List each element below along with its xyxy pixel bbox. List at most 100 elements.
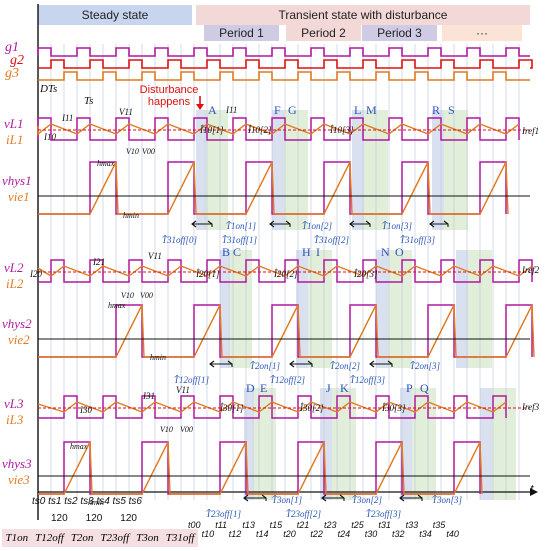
t31off-0: T̂31off[0] xyxy=(162,235,198,245)
I20-label: I20 xyxy=(30,269,42,279)
tick-t10: t10 xyxy=(201,529,215,539)
arrow-p3-3-head-left xyxy=(399,494,405,502)
phase1-iL-trace xyxy=(37,123,520,136)
t3on-2: T̂3on[2] xyxy=(352,495,383,505)
tick-ts4: ts4 xyxy=(96,496,110,507)
V11-label-3: V11 xyxy=(176,385,190,395)
hmax-label-2: hmax xyxy=(108,301,126,310)
i30-est-1: Î30[1] xyxy=(220,403,244,413)
V10-label: V10 xyxy=(126,147,139,156)
phase2-vhys-trace xyxy=(38,304,533,358)
iL1-label: iL1 xyxy=(6,132,24,147)
arrow-p2-2-head-left xyxy=(289,360,295,368)
arrow-p1-1-head-left xyxy=(269,220,275,228)
tick-ts3: ts3 xyxy=(80,496,94,507)
duration-legend: T1on T12off T2on T23off T3on T31off xyxy=(2,529,198,547)
shade-green-p2-2 xyxy=(388,250,412,368)
gate-g2-label: g2 xyxy=(10,53,24,68)
i10-est-3: Î10[3] xyxy=(330,125,354,135)
V11-label-2: V11 xyxy=(148,251,162,261)
hmin-label-1: hmin xyxy=(123,211,139,220)
period-more-label: ··· xyxy=(476,26,488,40)
t3on-1: T̂3on[1] xyxy=(272,495,303,505)
arrow-p3-1-head-right xyxy=(261,494,267,501)
tick-t14: t14 xyxy=(256,529,269,539)
shade-blue-p3-0 xyxy=(244,388,254,500)
tick-t35: t35 xyxy=(432,520,446,530)
point-L: L xyxy=(354,103,362,117)
t1on-3: T̂1on[3] xyxy=(382,221,413,231)
t3on-3: T̂3on[3] xyxy=(432,495,463,505)
phase2-vie-trace xyxy=(38,304,535,358)
t23off-1: T̂23off[1] xyxy=(206,509,242,519)
point-E: E xyxy=(260,381,268,395)
t2on-1: T̂2on[1] xyxy=(250,361,281,371)
shade-blue-p1-2 xyxy=(352,110,364,230)
shade-blue-p1-1 xyxy=(272,110,284,230)
vhys1-label: vhys1 xyxy=(2,173,32,188)
point-O: O xyxy=(395,245,404,259)
vL2-label: vL2 xyxy=(4,260,24,275)
legend-t2on: T2on xyxy=(70,532,94,544)
hmax-label-3: hmax xyxy=(70,442,88,451)
vhys3-label: vhys3 xyxy=(2,456,32,471)
arrow-p1-1-head-right xyxy=(285,220,291,227)
period-2-band xyxy=(286,25,361,41)
V00-label-3: V00 xyxy=(180,425,193,434)
legend-t31off: T31off xyxy=(165,532,195,544)
point-S: S xyxy=(448,103,455,117)
I21-label: I21 xyxy=(93,257,105,267)
steady-state-band xyxy=(38,5,192,25)
arrow-p2-3-head-right xyxy=(387,360,393,367)
transient-state-title: Transient state with disturbance xyxy=(278,8,448,22)
i30-est-2: Î30[2] xyxy=(300,403,324,413)
gate-g1-trace xyxy=(37,47,530,57)
point-F: F xyxy=(274,103,281,117)
shade-blue-p3-1 xyxy=(320,388,332,500)
period-more-band xyxy=(442,25,522,41)
period-1-label: Period 1 xyxy=(219,26,264,40)
tick-t32: t32 xyxy=(392,529,405,539)
V10-label-3: V10 xyxy=(160,425,173,434)
t31off-3: T̂31off[3] xyxy=(400,235,436,245)
hmin-label-3: hmin xyxy=(88,498,104,507)
iL2-label: iL2 xyxy=(6,276,24,291)
gate-g2-trace xyxy=(38,59,533,69)
tick-ts6: ts6 xyxy=(128,496,142,507)
gate-g3-label: g3 xyxy=(5,66,19,81)
I31-label: I31 xyxy=(143,391,155,401)
time-axis-arrowhead xyxy=(530,488,538,496)
arrow-p2-2-head-right xyxy=(307,360,313,367)
point-N: N xyxy=(381,245,390,259)
dts-mark: DTs xyxy=(40,83,58,95)
legend-t23off: T23off xyxy=(100,532,130,544)
vL1-label: vL1 xyxy=(4,116,24,131)
period-1-band xyxy=(204,25,279,41)
arrow-p1-3-head-left xyxy=(429,220,435,228)
I10-label: I10 xyxy=(44,132,56,142)
period-3-band xyxy=(362,25,437,41)
point-P: P xyxy=(406,381,413,395)
tick-t11: t11 xyxy=(215,520,228,530)
tick-t21: t21 xyxy=(296,520,310,530)
t23off-2: T̂23off[2] xyxy=(286,509,322,519)
arrow-p3-2-head-left xyxy=(321,494,327,502)
phase3-iL-trace xyxy=(37,401,507,413)
tick-t34: t34 xyxy=(419,529,432,539)
point-C: C xyxy=(233,245,242,259)
arrow-p3-2-head-right xyxy=(339,494,345,501)
ts-mark: Ts xyxy=(84,95,94,107)
i10-est-1: Î10[1] xyxy=(200,125,224,135)
vhys2-label: vhys2 xyxy=(2,316,32,331)
I30-label: I30 xyxy=(80,405,92,415)
vie1-label: vie1 xyxy=(8,189,30,204)
shade-green-p2-0 xyxy=(228,250,252,368)
phase1-vie-trace xyxy=(38,161,509,215)
shade-green-p3-1 xyxy=(332,388,356,500)
i20-est-1: Î20[1] xyxy=(196,269,220,279)
arrow-p1-3-head-right xyxy=(443,220,449,227)
t1on-2: T̂1on[2] xyxy=(302,221,333,231)
tick-t33: t33 xyxy=(405,520,419,530)
V11-label: V11 xyxy=(119,107,133,117)
